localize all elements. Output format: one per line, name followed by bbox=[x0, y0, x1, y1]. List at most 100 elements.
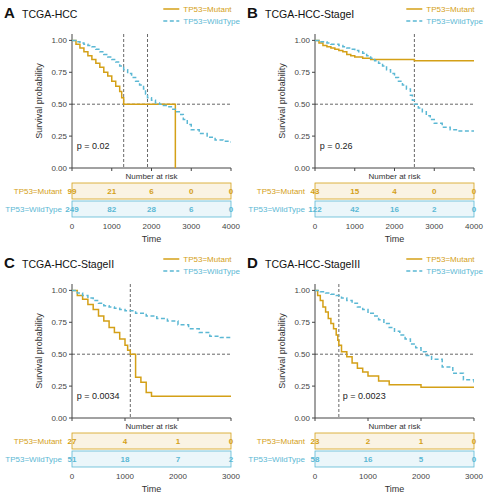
risk-time-label: 1000 bbox=[103, 222, 121, 231]
x-axis-line bbox=[72, 418, 231, 419]
plot-area bbox=[315, 34, 474, 168]
annotation: p = 0.02 bbox=[77, 141, 110, 151]
y-tick-label: 0.25 bbox=[51, 382, 67, 391]
risk-count: 42 bbox=[350, 205, 359, 214]
x-tick bbox=[315, 168, 316, 171]
risk-row-label: TP53=Mutant bbox=[14, 437, 63, 446]
y-tick-label: 1.00 bbox=[51, 36, 67, 45]
risk-count: 6 bbox=[149, 187, 154, 196]
risk-time-label: 3000 bbox=[465, 472, 483, 481]
risk-row-label: TP53=Mutant bbox=[14, 187, 63, 196]
y-tick-label: 0.25 bbox=[294, 132, 310, 141]
risk-count: 0 bbox=[189, 187, 194, 196]
y-axis-label: Survival probability bbox=[34, 63, 44, 139]
legend-label: TP53=Mutant bbox=[183, 255, 232, 264]
survival-curve bbox=[315, 290, 474, 384]
risk-time-label: 1000 bbox=[116, 472, 134, 481]
risk-table-title: Number at risk bbox=[368, 422, 421, 431]
risk-count: 1 bbox=[176, 437, 181, 446]
risk-count: 21 bbox=[107, 187, 116, 196]
legend-swatch bbox=[406, 270, 422, 272]
median-line bbox=[338, 284, 339, 418]
x-tick bbox=[421, 418, 422, 421]
legend-swatch bbox=[163, 258, 179, 260]
risk-time-label: 0 bbox=[313, 472, 318, 481]
y-tick-label: 0.25 bbox=[294, 382, 310, 391]
y-tick-label: 0.00 bbox=[51, 414, 67, 423]
title: TCGA-HCC bbox=[22, 8, 78, 20]
survival-curve bbox=[72, 290, 231, 396]
y-tick bbox=[69, 386, 72, 387]
risk-row-label: TP53=Mutant bbox=[257, 437, 306, 446]
risk-count: 6 bbox=[189, 205, 194, 214]
y-axis-line bbox=[72, 284, 73, 418]
risk-row-label: TP53=WildType bbox=[5, 455, 62, 464]
risk-time-label: 0 bbox=[70, 472, 75, 481]
risk-count: 82 bbox=[107, 205, 116, 214]
reference-line bbox=[72, 354, 231, 355]
title: TCGA-HCC-StageI bbox=[265, 8, 354, 20]
y-tick bbox=[69, 136, 72, 137]
annotation: p = 0.26 bbox=[320, 141, 353, 151]
x-axis-label: Time bbox=[385, 234, 405, 244]
risk-count: 2 bbox=[229, 455, 234, 464]
annotation: p = 0.0023 bbox=[343, 391, 386, 401]
risk-row-label: TP53=WildType bbox=[248, 205, 305, 214]
x-tick bbox=[231, 418, 232, 421]
legend-swatch bbox=[406, 20, 422, 22]
risk-count: 0 bbox=[472, 187, 477, 196]
panel-label: C bbox=[4, 254, 15, 271]
y-tick-label: 1.00 bbox=[294, 286, 310, 295]
risk-time-label: 1000 bbox=[359, 472, 377, 481]
risk-count: 15 bbox=[350, 187, 359, 196]
risk-count: 5 bbox=[419, 455, 424, 464]
risk-count: 16 bbox=[364, 455, 373, 464]
legend-swatch bbox=[163, 20, 179, 22]
risk-count: 58 bbox=[311, 455, 320, 464]
y-tick-label: 0.00 bbox=[294, 164, 310, 173]
y-axis-label: Survival probability bbox=[34, 313, 44, 389]
risk-count: 51 bbox=[68, 455, 77, 464]
plot-area bbox=[315, 284, 474, 418]
y-axis-line bbox=[72, 34, 73, 168]
y-tick-label: 0.50 bbox=[294, 100, 310, 109]
y-tick bbox=[312, 386, 315, 387]
risk-count: 18 bbox=[121, 455, 130, 464]
risk-row-background bbox=[315, 451, 474, 467]
y-tick bbox=[69, 354, 72, 355]
y-tick bbox=[312, 40, 315, 41]
risk-row-background bbox=[72, 451, 231, 467]
risk-time-label: 2000 bbox=[143, 222, 161, 231]
y-tick bbox=[69, 104, 72, 105]
panel: 0.000.250.500.751.00Survival probability… bbox=[4, 254, 241, 494]
risk-time-label: 4000 bbox=[222, 222, 240, 231]
y-axis-line bbox=[315, 34, 316, 168]
y-tick-label: 0.50 bbox=[51, 350, 67, 359]
risk-row-background bbox=[315, 433, 474, 449]
legend-label: TP53=WildType bbox=[183, 17, 240, 26]
risk-count: 2 bbox=[432, 205, 437, 214]
x-axis-label: Time bbox=[142, 234, 162, 244]
risk-row-background bbox=[315, 201, 474, 217]
risk-count: 1 bbox=[419, 437, 424, 446]
y-tick-label: 1.00 bbox=[294, 36, 310, 45]
risk-count: 16 bbox=[390, 205, 399, 214]
risk-count: 23 bbox=[311, 437, 320, 446]
x-tick bbox=[72, 418, 73, 421]
plot-area bbox=[72, 34, 231, 168]
risk-time-label: 4000 bbox=[465, 222, 483, 231]
risk-time-label: 0 bbox=[70, 222, 75, 231]
reference-line bbox=[315, 104, 474, 105]
risk-count: 0 bbox=[229, 437, 234, 446]
risk-count: 4 bbox=[392, 187, 397, 196]
legend: TP53=MutantTP53=WildType bbox=[163, 5, 240, 26]
risk-count: 27 bbox=[68, 437, 77, 446]
risk-count: 7 bbox=[176, 455, 181, 464]
risk-count: 4 bbox=[123, 437, 128, 446]
y-tick-label: 0.25 bbox=[51, 132, 67, 141]
x-tick bbox=[394, 168, 395, 171]
risk-time-label: 1000 bbox=[346, 222, 364, 231]
annotation: p = 0.0034 bbox=[77, 391, 120, 401]
x-tick bbox=[125, 418, 126, 421]
legend: TP53=MutantTP53=WildType bbox=[406, 255, 483, 276]
